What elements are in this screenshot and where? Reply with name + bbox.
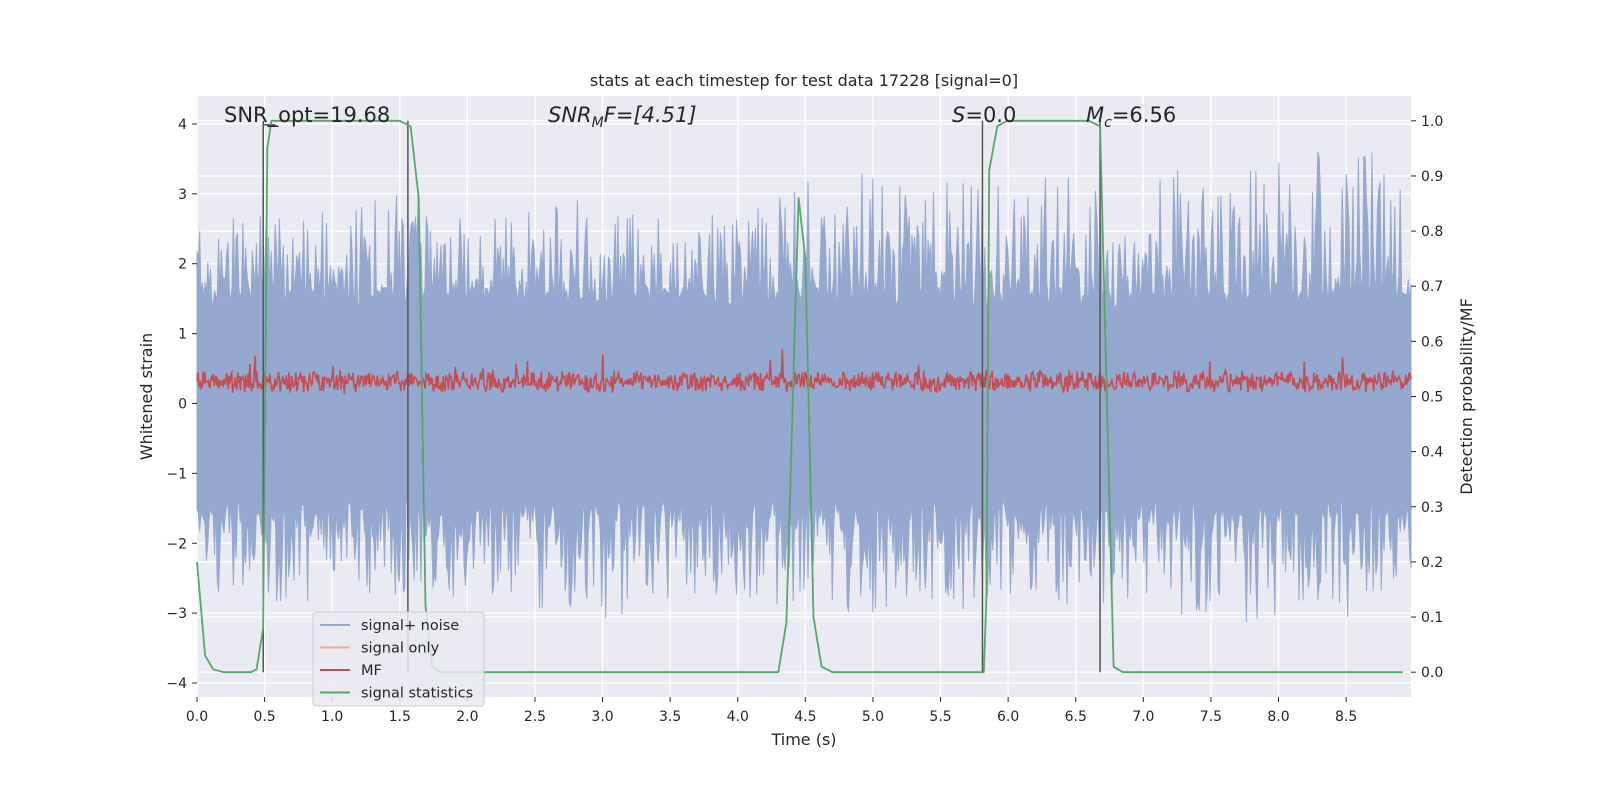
x-axis-label: Time (s) (770, 730, 836, 749)
x-tick-label: 0.5 (253, 709, 275, 725)
x-tick-label: 4.0 (727, 709, 749, 725)
series-signal-noise (196, 151, 1412, 623)
x-tick-label: 6.0 (997, 709, 1019, 725)
signal-statistics-line (196, 119, 1403, 674)
y-right-tick-label: 1.0 (1421, 114, 1443, 130)
legend-label: signal only (361, 641, 440, 657)
x-tick-label: 6.5 (1065, 709, 1087, 725)
x-tick-label: 3.0 (591, 709, 613, 725)
legend-box (312, 611, 485, 707)
mf-line (196, 349, 1412, 395)
x-tick-label: 0.0 (186, 709, 208, 725)
series-mf (196, 349, 1412, 395)
x-tick-label: 3.5 (659, 709, 681, 725)
y-right-tick-label: 0.6 (1421, 334, 1443, 350)
annotation-3: S=0.0 (952, 103, 1016, 127)
annotation-4: Mc=6.56 (1086, 103, 1176, 131)
annotations: SNR_opt=19.68 SNRMF=[4.51] S=0.0 Mc=6.56 (224, 103, 1176, 131)
y-left-tick-label: −1 (166, 466, 187, 482)
marker-lines (262, 120, 1101, 673)
x-tick-label: 5.0 (862, 709, 884, 725)
ticks: 0.0 0.5 1.0 1.5 2.0 2.5 3.0 3.5 4.0 4.5 5.0 5.5 6.0 6… (166, 114, 1443, 725)
y-left-tick-label: −3 (166, 606, 187, 622)
y-left-tick-label: 4 (178, 117, 187, 133)
x-tick-label: 1.5 (389, 709, 411, 725)
y-axis-left-label: Whitened strain (137, 333, 156, 460)
y-left-tick-label: 0 (178, 396, 187, 412)
y-right-tick-label: 0.4 (1421, 445, 1443, 461)
x-tick-label: 7.5 (1200, 709, 1222, 725)
y-right-tick-label: 0.5 (1421, 390, 1443, 406)
legend-label: signal+ noise (361, 618, 459, 634)
signal-noise-core (197, 305, 1411, 502)
x-tick-label: 5.5 (929, 709, 951, 725)
y-left-tick-label: 1 (178, 327, 187, 343)
legend-label: MF (361, 663, 382, 679)
legend-label: signal statistics (361, 686, 473, 702)
y-right-tick-label: 0.8 (1421, 224, 1443, 240)
x-tick-label: 2.0 (456, 709, 478, 725)
y-right-tick-label: 0.7 (1421, 279, 1443, 295)
x-tick-label: 7.0 (1132, 709, 1154, 725)
y-right-tick-label: 0.2 (1421, 555, 1443, 571)
series-signal-statistics (196, 119, 1403, 674)
x-tick-label: 1.0 (321, 709, 343, 725)
y-right-tick-label: 0.3 (1421, 500, 1443, 516)
x-tick-label: 8.0 (1267, 709, 1289, 725)
y-right-tick-label: 0.0 (1421, 665, 1443, 681)
y-left-tick-label: 2 (178, 257, 187, 273)
x-tick-label: 8.5 (1335, 709, 1357, 725)
x-tick-label: 2.5 (524, 709, 546, 725)
x-tick-label: 4.5 (794, 709, 816, 725)
y-left-tick-label: 3 (178, 187, 187, 203)
y-right-tick-label: 0.1 (1421, 610, 1443, 626)
y-axis-right-label: Detection probability/MF (1457, 298, 1476, 495)
annotation-1: SNR_opt=19.68 (224, 103, 390, 128)
y-left-tick-label: −4 (166, 676, 187, 692)
annotation-2: SNRMF=[4.51] (548, 103, 697, 131)
chart-title: stats at each timestep for test data 172… (590, 71, 1018, 90)
legend: signal+ noise signal only MF signal statist… (312, 611, 485, 707)
y-left-tick-label: −2 (166, 536, 187, 552)
y-right-tick-label: 0.9 (1421, 169, 1443, 185)
